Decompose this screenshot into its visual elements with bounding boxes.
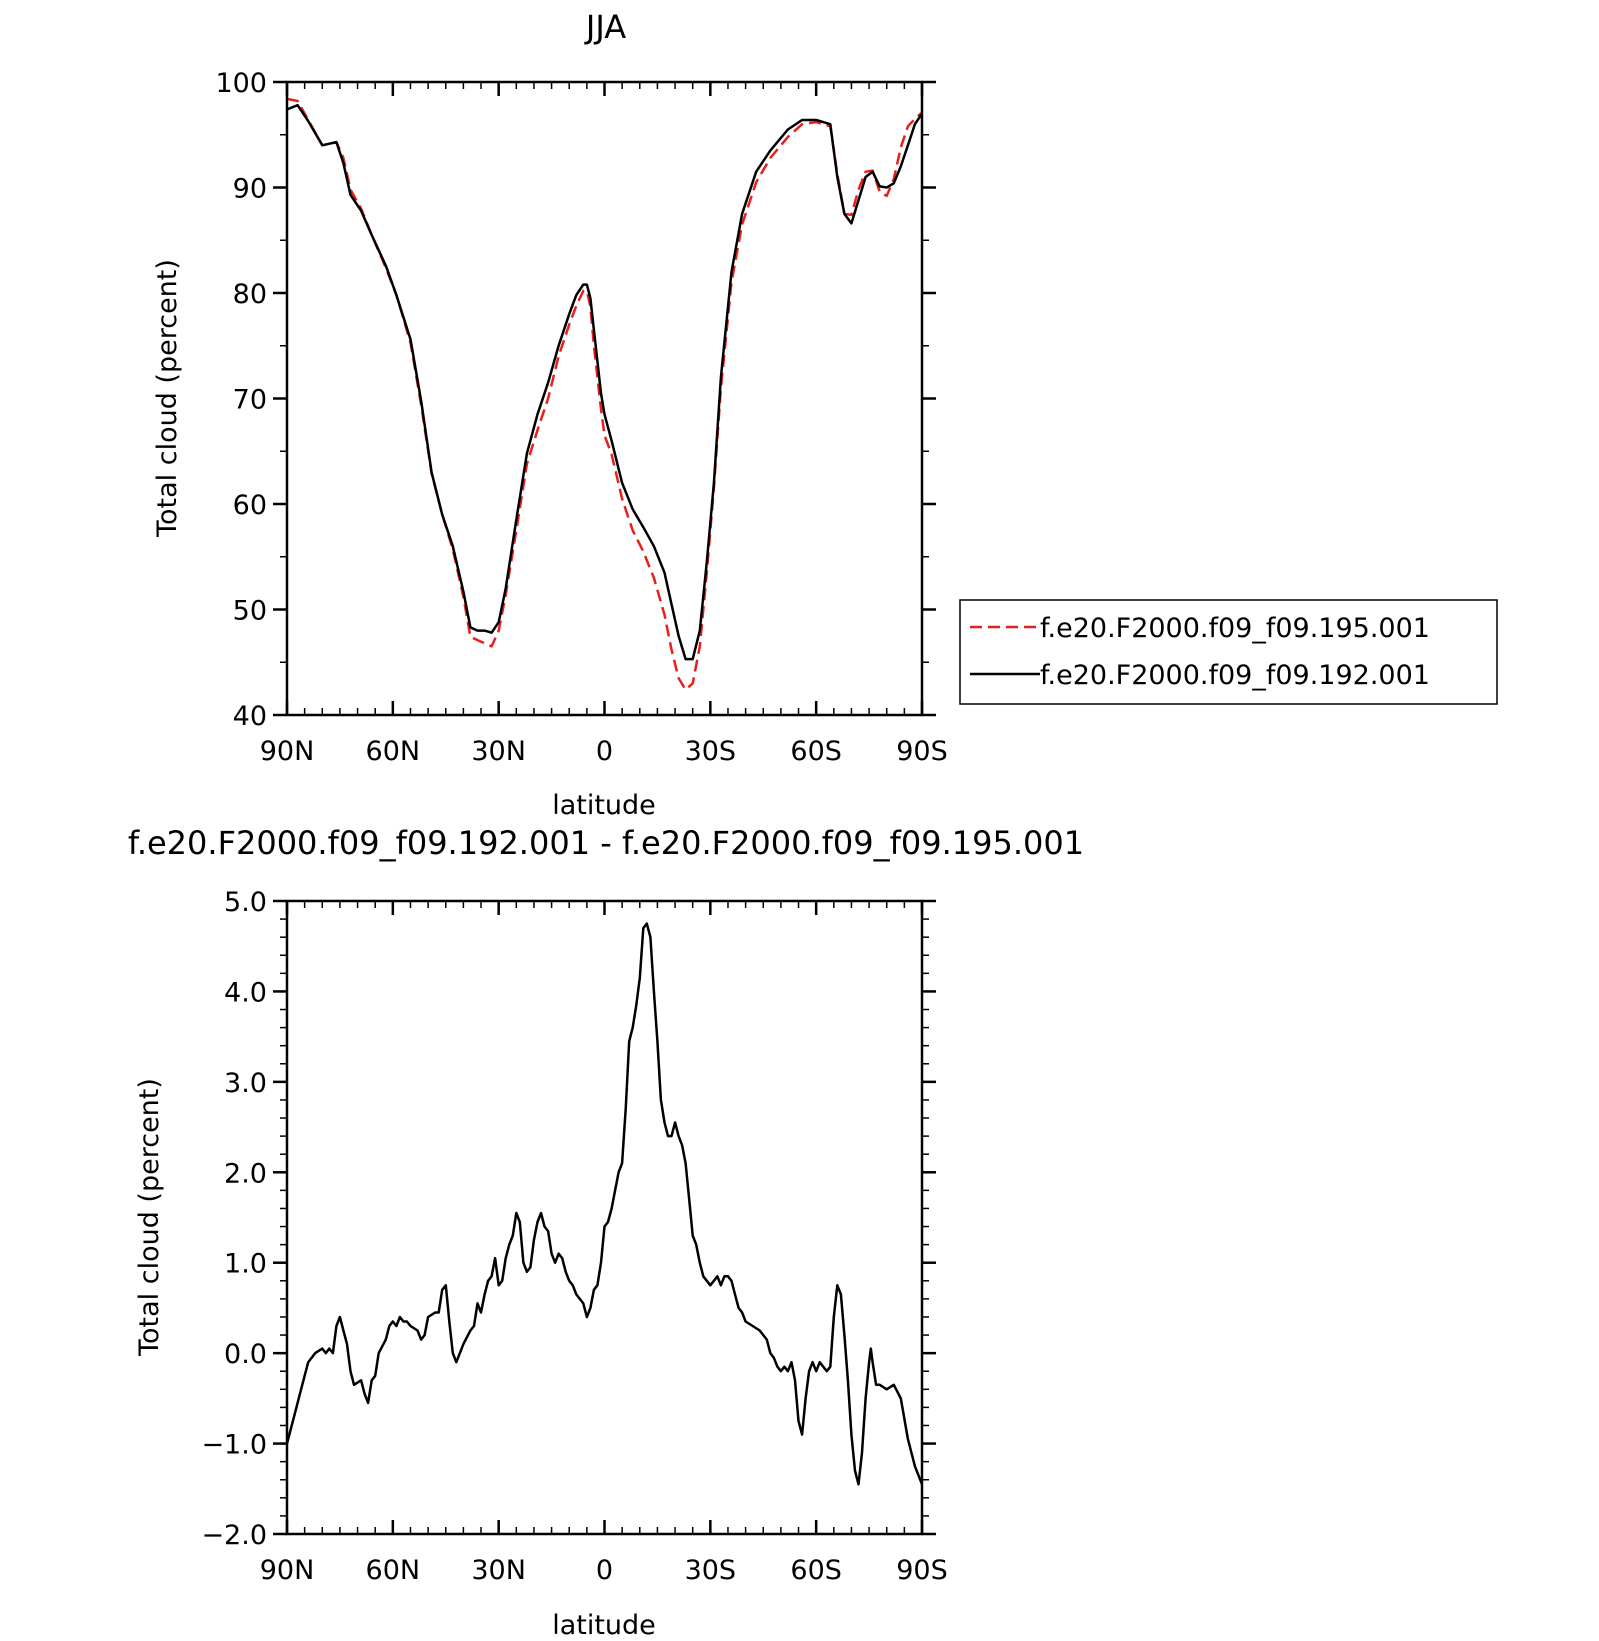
bottom-y-tick-label: 5.0 [224,887,267,918]
bottom-panel: f.e20.F2000.f09_f09.192.001 - f.e20.F200… [128,824,1084,1641]
bottom-x-tick-label: 0 [596,1555,613,1586]
bottom-y-tick-label: 0.0 [224,1339,267,1370]
top-panel: JJA 90N 60N 30N 0 30S 60S 90S 405060708090100 … [152,8,1498,821]
top-y-tick-label: 70 [233,385,267,416]
top-chart-title: JJA [584,8,626,46]
legend-label-192: f.e20.F2000.f09_f09.192.001 [1040,660,1430,691]
bottom-y-tick-label: −2.0 [201,1520,267,1551]
top-x-tick-label: 0 [596,736,613,767]
bottom-y-tick-label: 1.0 [224,1249,267,1280]
bottom-x-tick-label: 30N [471,1555,526,1586]
top-y-axis-label: Total cloud (percent) [152,259,183,538]
bottom-x-tick-label: 60N [366,1555,421,1586]
top-y-tick-label: 40 [233,701,267,732]
bottom-plot-frame [285,899,924,1536]
bottom-series-lines [285,922,924,1486]
top-plot-frame [285,80,924,717]
bottom-chart-title: f.e20.F2000.f09_f09.192.001 - f.e20.F200… [128,824,1084,862]
bottom-y-axis-label: Total cloud (percent) [134,1078,165,1357]
bottom-y-tick-label: −1.0 [201,1430,267,1461]
bottom-axis-ticks [273,899,936,1536]
top-x-axis-label: latitude [552,790,656,821]
bottom-x-tick-label: 90N [260,1555,315,1586]
legend: f.e20.F2000.f09_f09.195.001 f.e20.F2000.… [959,599,1498,705]
top-axis-ticks [273,80,936,717]
bottom-x-tick-label: 60S [790,1555,842,1586]
top-x-tick-labels: 90N 60N 30N 0 30S 60S 90S [260,736,948,767]
bottom-y-tick-labels: −2.0 −1.0 0.0 1.0 2.0 3.0 4.0 5.0 [201,887,267,1551]
top-y-tick-label: 80 [233,279,267,310]
top-y-tick-label: 100 [215,68,267,99]
legend-box [959,599,1498,705]
top-x-tick-label: 60N [366,736,421,767]
top-y-tick-label: 90 [233,174,267,205]
top-series-line-0 [286,97,923,691]
bottom-x-tick-labels: 90N 60N 30N 0 30S 60S 90S [260,1555,948,1586]
bottom-y-tick-label: 4.0 [224,977,267,1008]
bottom-series-line-0 [285,922,924,1486]
top-x-tick-label: 90N [260,736,315,767]
bottom-x-tick-label: 90S [896,1555,948,1586]
top-series-line-1 [286,103,924,661]
top-y-tick-label: 60 [233,490,267,521]
top-x-tick-label: 90S [896,736,948,767]
legend-label-195: f.e20.F2000.f09_f09.195.001 [1040,613,1430,644]
top-y-tick-label: 50 [233,596,267,627]
top-x-tick-label: 60S [790,736,842,767]
bottom-x-axis-label: latitude [552,1610,656,1641]
bottom-x-tick-label: 30S [685,1555,737,1586]
top-y-tick-labels: 40 50 60 70 80 90 100 [215,68,267,732]
top-x-tick-label: 30S [685,736,737,767]
top-x-tick-label: 30N [471,736,526,767]
bottom-y-tick-label: 2.0 [224,1158,267,1189]
bottom-y-tick-label: 3.0 [224,1068,267,1099]
top-series-lines [286,97,924,691]
